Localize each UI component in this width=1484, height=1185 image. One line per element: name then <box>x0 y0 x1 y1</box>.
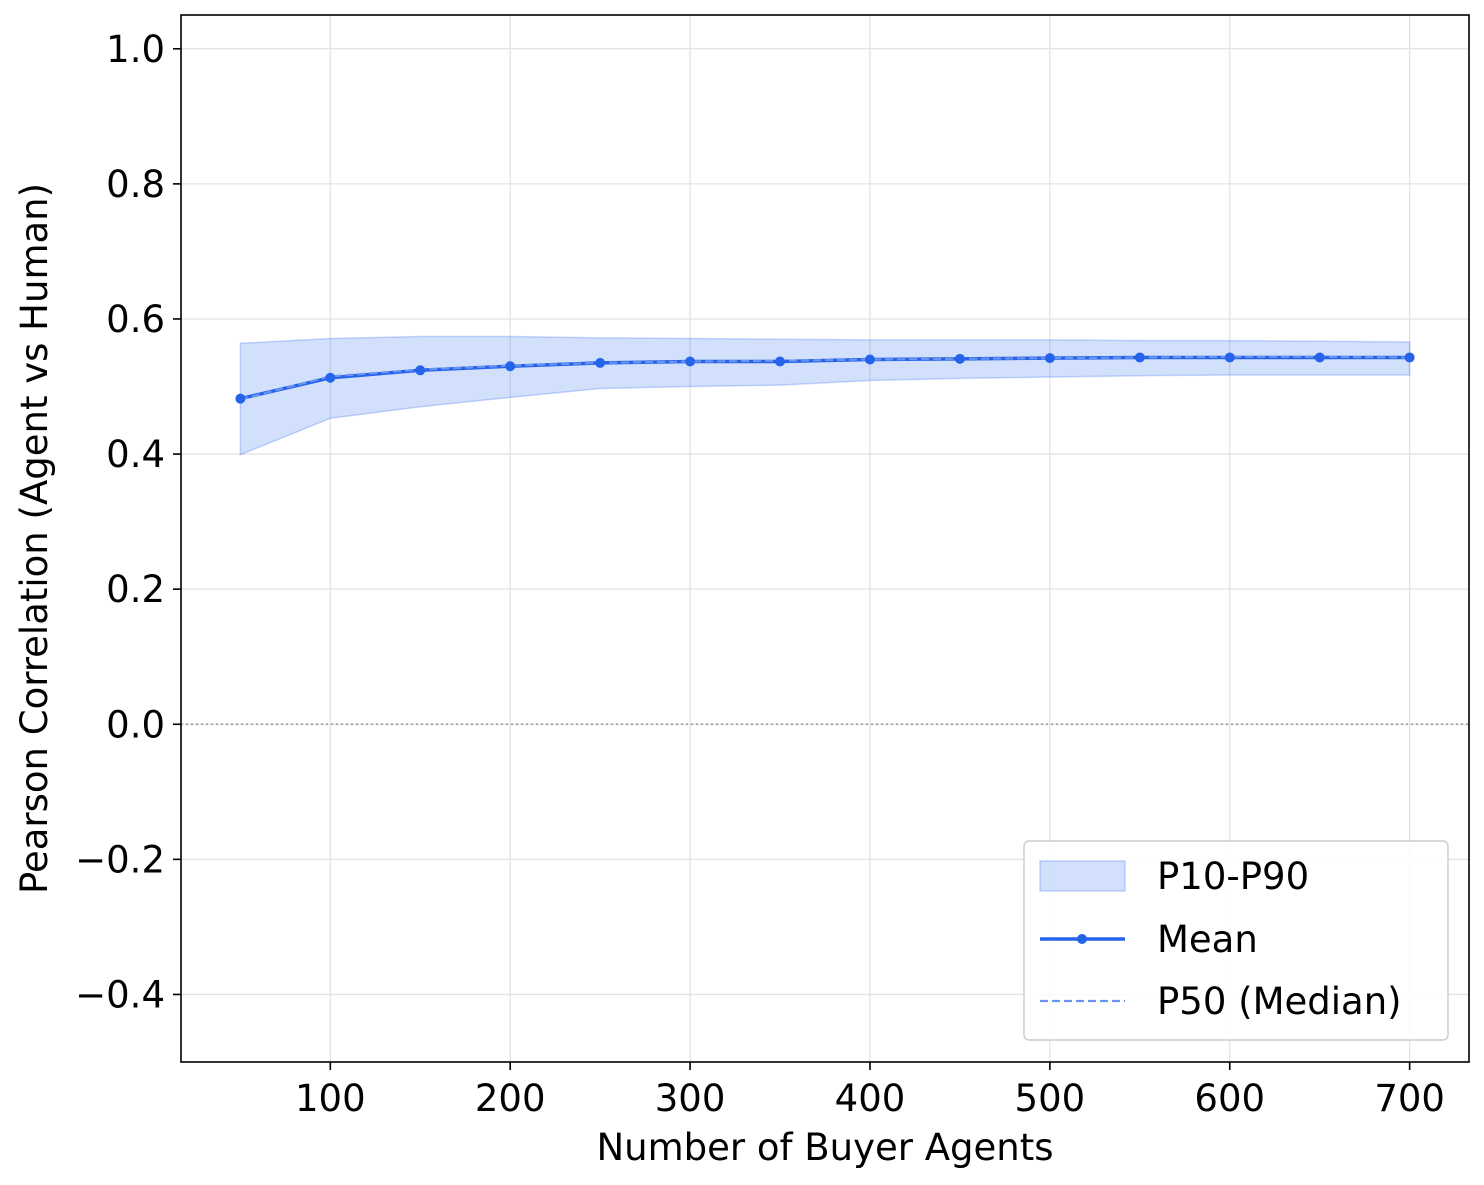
mean-point <box>325 372 336 383</box>
mean-point <box>1314 352 1325 363</box>
mean-point <box>1044 353 1055 364</box>
mean-point <box>775 356 786 367</box>
x-tick-label: 100 <box>295 1077 366 1120</box>
x-axis-label: Number of Buyer Agents <box>596 1126 1053 1169</box>
mean-point <box>595 357 606 368</box>
x-tick-label: 600 <box>1194 1077 1265 1120</box>
mean-point <box>685 356 696 367</box>
y-tick-label: −0.4 <box>75 973 165 1016</box>
mean-point <box>1404 352 1415 363</box>
legend-mean-label: Mean <box>1157 918 1258 961</box>
y-tick-label: 0.2 <box>106 568 165 611</box>
legend-mean-marker <box>1077 934 1087 944</box>
x-axis-ticks: 100 200 300 400 500 600 700 <box>295 1062 1445 1120</box>
mean-point <box>505 361 516 372</box>
mean-point <box>864 354 875 365</box>
x-tick-label: 500 <box>1015 1077 1086 1120</box>
mean-point <box>954 353 965 364</box>
p10-p90-band <box>239 335 1411 456</box>
mean-point <box>235 393 246 404</box>
mean-point <box>1224 352 1235 363</box>
grid-lines <box>181 15 1469 1062</box>
median-line <box>240 355 1410 401</box>
legend-band-label: P10-P90 <box>1157 855 1309 898</box>
x-tick-label: 300 <box>655 1077 726 1120</box>
y-tick-label: 1.0 <box>106 28 165 71</box>
y-tick-label: 0.8 <box>106 163 165 206</box>
p10-p90-band-layer <box>239 335 1411 456</box>
y-axis-label: Pearson Correlation (Agent vs Human) <box>13 183 56 894</box>
legend-median-label: P50 (Median) <box>1157 980 1402 1023</box>
y-tick-label: −0.2 <box>75 838 165 881</box>
y-tick-label: 0.4 <box>106 433 165 476</box>
series-lines-layer <box>239 355 1410 401</box>
x-tick-label: 200 <box>475 1077 546 1120</box>
y-tick-label: 0.6 <box>106 298 165 341</box>
legend-box <box>1023 840 1449 1041</box>
legend: P10-P90 Mean P50 (Median) <box>1023 840 1449 1041</box>
y-tick-label: 0.0 <box>106 703 165 746</box>
x-tick-label: 700 <box>1374 1077 1445 1120</box>
y-axis-ticks: −0.4 −0.2 0.0 0.2 0.4 0.6 0.8 1.0 <box>75 28 181 1016</box>
mean-point <box>415 365 426 376</box>
x-tick-label: 400 <box>835 1077 906 1120</box>
legend-band-swatch <box>1039 860 1126 892</box>
plot-frame <box>180 14 1470 1063</box>
mean-markers-layer <box>235 352 1415 404</box>
mean-point <box>1134 352 1145 363</box>
